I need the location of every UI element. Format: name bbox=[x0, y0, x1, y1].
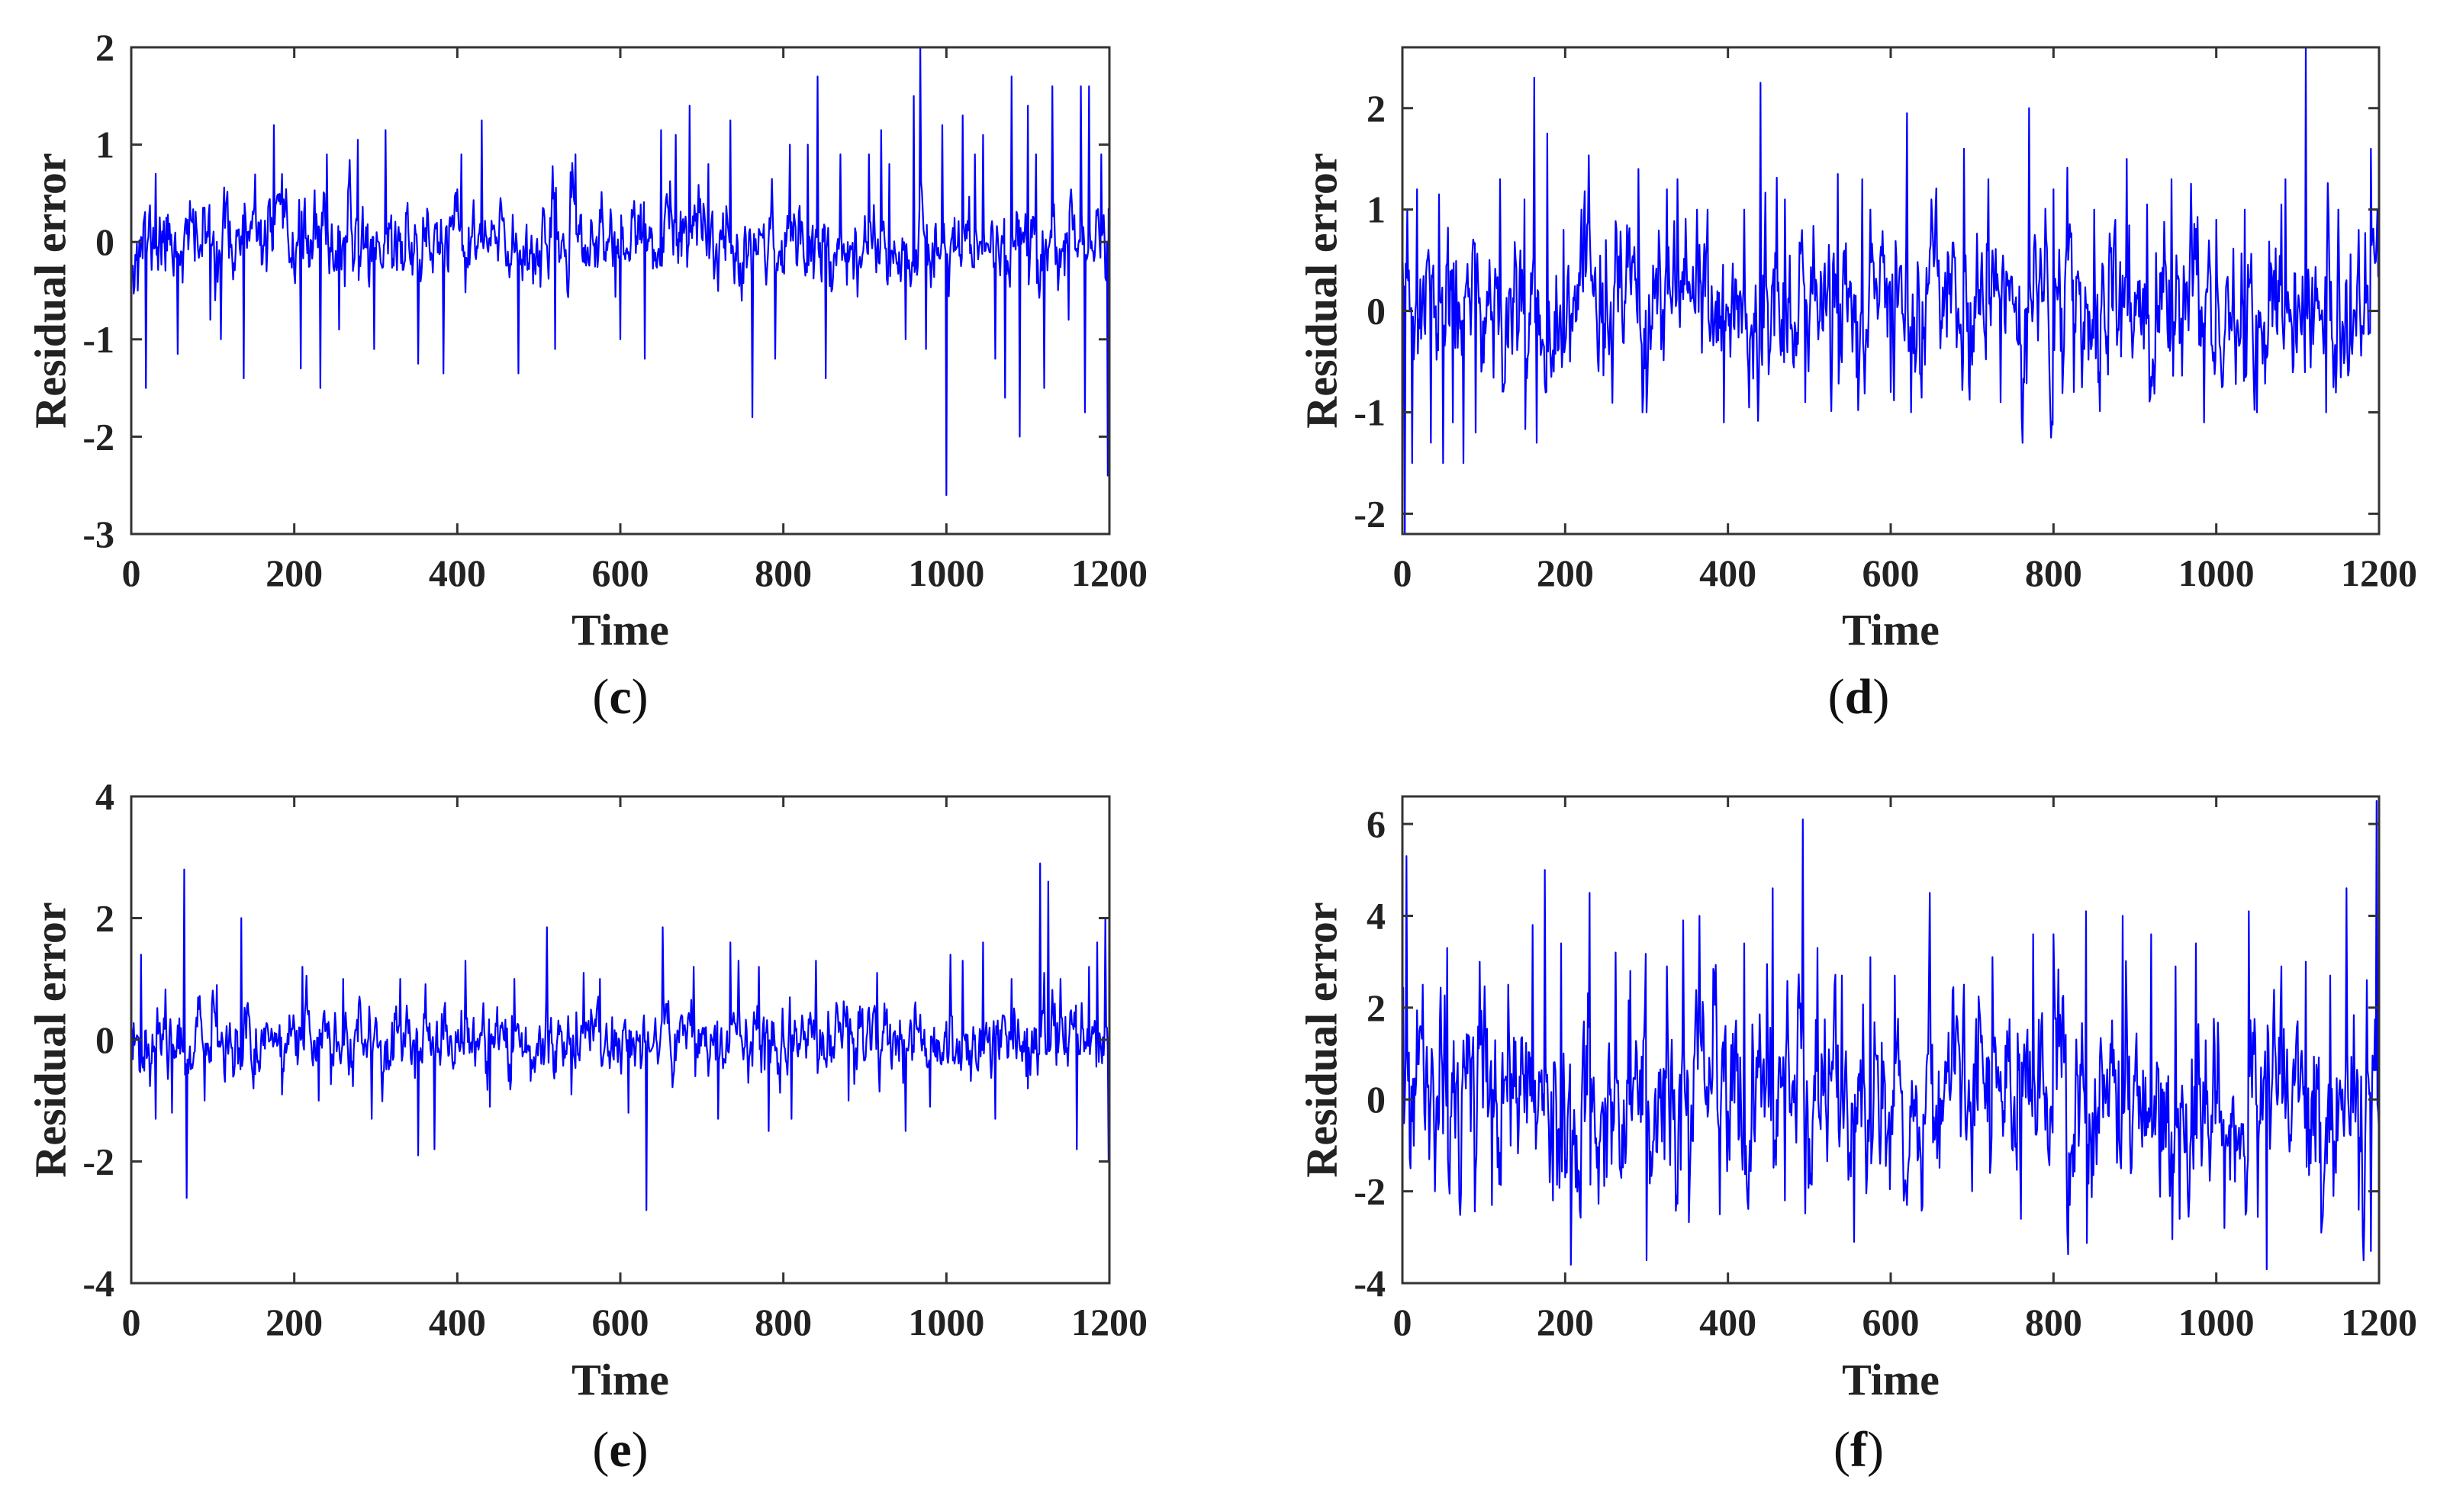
y-tick-label: 2 bbox=[95, 26, 114, 69]
y-axis-label: Residual error bbox=[25, 153, 75, 428]
y-tick-label: -2 bbox=[1354, 1170, 1386, 1213]
x-tick-label: 1200 bbox=[2341, 552, 2417, 594]
y-tick-label: -4 bbox=[1354, 1262, 1386, 1305]
x-tick-label: 800 bbox=[755, 1301, 812, 1343]
y-tick-label: 2 bbox=[1367, 87, 1386, 130]
y-tick-label: 0 bbox=[95, 1018, 114, 1061]
x-tick-label: 200 bbox=[1537, 1301, 1594, 1343]
residual-series-line bbox=[1401, 46, 2381, 536]
panel-label: (f) bbox=[1833, 1422, 1884, 1478]
y-tick-label: 0 bbox=[1367, 290, 1386, 333]
y-tick-label: -2 bbox=[82, 1140, 114, 1183]
x-tick-label: 1200 bbox=[2341, 1301, 2417, 1343]
x-tick-label: 1000 bbox=[2178, 552, 2255, 594]
x-tick-label: 1000 bbox=[908, 552, 984, 594]
x-tick-label: 1200 bbox=[1071, 552, 1148, 594]
x-tick-label: 600 bbox=[1862, 1301, 1920, 1343]
residual-series-line bbox=[130, 862, 1111, 1211]
y-tick-label: -3 bbox=[82, 513, 114, 555]
x-tick-label: 200 bbox=[266, 552, 323, 594]
x-axis-label: Time bbox=[1842, 1355, 1940, 1404]
y-tick-label: 6 bbox=[1367, 803, 1386, 845]
residual-series-line bbox=[130, 46, 1111, 497]
y-tick-label: -4 bbox=[82, 1262, 114, 1305]
panel-label: (c) bbox=[592, 669, 648, 725]
y-tick-label: 4 bbox=[95, 775, 114, 818]
x-tick-label: 600 bbox=[592, 1301, 649, 1343]
x-tick-label: 0 bbox=[1393, 1301, 1412, 1343]
x-axis-label: Time bbox=[1842, 605, 1940, 655]
y-tick-label: -2 bbox=[1354, 492, 1386, 535]
panel-label: (e) bbox=[592, 1422, 648, 1478]
y-axis-label: Residual error bbox=[1296, 902, 1346, 1177]
x-tick-label: 1000 bbox=[2178, 1301, 2255, 1343]
x-tick-label: 400 bbox=[429, 552, 486, 594]
panel-f: Residual error Time (f) 0 200 400 600 800 100… bbox=[1296, 795, 2417, 1478]
y-tick-label: 1 bbox=[1367, 188, 1386, 231]
plot-frame bbox=[1401, 795, 2381, 1285]
x-tick-label: 800 bbox=[2025, 552, 2082, 594]
panel-d: Residual error Time (d) 0 200 400 600 800 100… bbox=[1296, 46, 2417, 725]
x-tick-label: 200 bbox=[266, 1301, 323, 1343]
x-tick-label: 1200 bbox=[1071, 1301, 1148, 1343]
x-tick-label: 600 bbox=[1862, 552, 1920, 594]
panel-c: Residual error Time (c) 0 200 400 600 800 100… bbox=[25, 26, 1148, 725]
y-tick-label: -1 bbox=[82, 318, 114, 361]
x-tick-label: 1000 bbox=[908, 1301, 984, 1343]
residual-series-line bbox=[1401, 799, 2381, 1271]
y-axis-label: Residual error bbox=[1296, 153, 1346, 428]
panel-e: Residual error Time (e) 0 200 400 600 800 100… bbox=[25, 775, 1148, 1478]
x-tick-label: 0 bbox=[122, 552, 141, 594]
x-tick-label: 400 bbox=[429, 1301, 486, 1343]
y-tick-label: 1 bbox=[95, 124, 114, 166]
x-tick-label: 0 bbox=[122, 1301, 141, 1343]
x-tick-label: 600 bbox=[592, 552, 649, 594]
y-tick-label: 0 bbox=[95, 220, 114, 263]
x-tick-label: 400 bbox=[1699, 1301, 1756, 1343]
x-tick-label: 800 bbox=[2025, 1301, 2082, 1343]
panel-label: (d) bbox=[1828, 669, 1890, 725]
y-tick-label: 0 bbox=[1367, 1078, 1386, 1121]
y-tick-label: 2 bbox=[1367, 986, 1386, 1029]
x-axis-label: Time bbox=[571, 1355, 669, 1404]
x-tick-label: 800 bbox=[755, 552, 812, 594]
y-tick-label: 2 bbox=[95, 897, 114, 940]
x-tick-label: 200 bbox=[1537, 552, 1594, 594]
x-axis-label: Time bbox=[571, 605, 669, 655]
x-tick-label: 400 bbox=[1699, 552, 1756, 594]
y-tick-label: -2 bbox=[82, 415, 114, 458]
x-tick-label: 0 bbox=[1393, 552, 1412, 594]
y-tick-label: 4 bbox=[1367, 894, 1386, 937]
y-axis-label: Residual error bbox=[25, 902, 75, 1177]
y-tick-label: -1 bbox=[1354, 391, 1386, 434]
